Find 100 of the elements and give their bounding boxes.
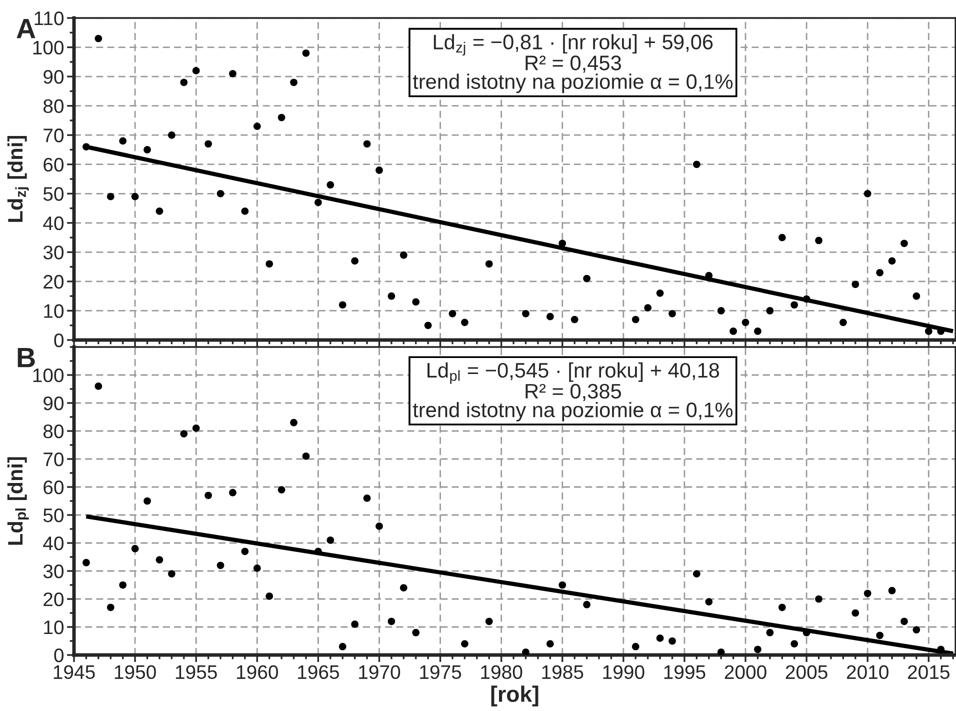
y-tick-label: 90 [44, 70, 64, 84]
point [326, 536, 334, 544]
y-tick-label: 20 [44, 592, 64, 606]
point [912, 626, 920, 634]
point [632, 642, 640, 650]
point [546, 640, 554, 648]
point [302, 452, 310, 460]
y-tick-label: 90 [44, 396, 64, 410]
y-tick-label: 70 [44, 128, 64, 142]
y-tick-label: 10 [44, 304, 64, 318]
point [558, 581, 566, 589]
x-tick-label: 1975 [420, 665, 462, 680]
y-tick-label: 30 [43, 246, 64, 260]
y-tick-label: 10 [44, 620, 64, 634]
point [131, 544, 139, 552]
point [815, 595, 822, 603]
x-tick-label: 2015 [908, 665, 950, 680]
point [363, 494, 371, 502]
y-tick-label: 70 [44, 452, 64, 466]
point [888, 586, 896, 594]
annotation: trend istotny na poziomie α = 0,1% [412, 402, 733, 422]
text: B [18, 348, 35, 368]
x-tick-label: 1955 [176, 665, 217, 680]
x-tick-label: 1950 [114, 665, 156, 680]
x-tick-label: 2005 [786, 665, 828, 680]
y-tick-label: 110 [34, 11, 64, 26]
point [192, 424, 200, 432]
x-tick-label: 2000 [724, 665, 766, 680]
point [241, 548, 249, 556]
point [485, 618, 493, 626]
point [314, 548, 322, 556]
point [461, 640, 468, 648]
y-tick-label: 100 [33, 368, 64, 382]
y-tick-label: 40 [43, 536, 64, 550]
point [180, 430, 188, 438]
x-tick-label: 1980 [481, 665, 522, 680]
point [656, 634, 664, 642]
y-tick-label: 0 [54, 333, 64, 348]
x-axis-title: [rok] [491, 686, 538, 706]
y-tick-label: 80 [43, 99, 64, 114]
point [790, 640, 798, 648]
x-tick-label: 2010 [846, 665, 888, 680]
point [290, 418, 298, 426]
x-tick-label: 1985 [542, 665, 584, 680]
point [583, 600, 590, 608]
point [266, 592, 274, 600]
point [522, 648, 530, 655]
point [338, 642, 346, 650]
point [82, 558, 90, 566]
annotation: Ld$_{zj}$ = −0,81 · [nr roku] + 59,06 [434, 34, 713, 56]
point [668, 637, 676, 645]
annotation: trend istotny na poziomie α = 0,1% [412, 74, 733, 94]
y-tick-label: 40 [43, 216, 64, 230]
point [900, 618, 908, 626]
x-tick-label: 1990 [603, 665, 644, 680]
point [216, 562, 224, 570]
annotation: Ld$_{pl}$ = −0,545 · [nr roku] + 40,18 [428, 362, 720, 384]
y-tick-label: 0 [54, 648, 64, 662]
text: A [16, 19, 36, 38]
y-tick-label: 60 [44, 480, 64, 494]
annotation: R² = 0,453 [526, 56, 621, 73]
point [400, 584, 408, 592]
point [351, 620, 358, 628]
y-tick-label: 20 [44, 274, 64, 289]
y-axis-title: Ld$_{zj}$ [dni] [7, 136, 29, 222]
point [94, 382, 102, 390]
point [119, 581, 127, 589]
point [376, 522, 383, 530]
point [106, 604, 114, 612]
point [766, 628, 774, 636]
point [168, 570, 176, 578]
y-tick-label: 100 [33, 40, 64, 55]
point [705, 598, 713, 606]
point [692, 570, 700, 578]
point [876, 632, 884, 640]
point [229, 488, 236, 496]
x-tick-label: 1945 [54, 665, 95, 680]
point [852, 609, 860, 617]
y-axis-title: Ld$_{pl}$ [dni] [7, 457, 29, 545]
y-tick-label: 50 [43, 508, 64, 522]
x-tick-label: 1995 [664, 665, 706, 680]
y-tick-label: 60 [44, 158, 64, 172]
annotation: R² = 0,385 [526, 384, 621, 402]
point [156, 556, 164, 564]
point [204, 492, 212, 500]
point [278, 486, 286, 494]
x-tick-label: 1970 [359, 665, 400, 680]
point [253, 564, 261, 572]
x-tick-label: 1960 [236, 665, 278, 680]
point [144, 497, 151, 505]
y-tick-label: 80 [43, 424, 64, 438]
point [778, 604, 786, 612]
point [717, 648, 725, 655]
x-tick-label: 1965 [298, 665, 339, 680]
point [754, 646, 762, 654]
point [864, 590, 872, 598]
y-tick-label: 30 [43, 564, 64, 578]
point [412, 628, 420, 636]
y-tick-label: 50 [43, 187, 64, 201]
point [388, 618, 396, 626]
